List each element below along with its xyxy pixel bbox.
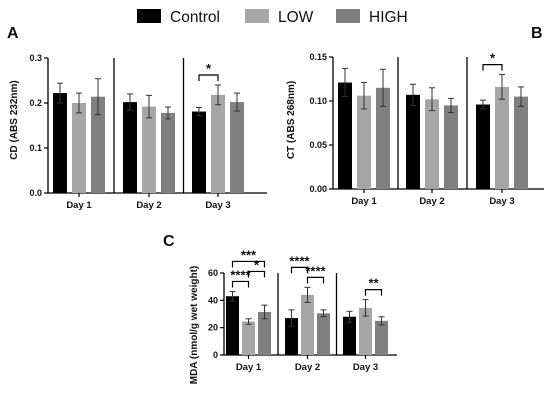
- panel-a-letter: A: [7, 25, 19, 42]
- legend-swatch-high: [336, 9, 360, 23]
- panel-b-category-label: Day 2: [419, 196, 444, 207]
- panel-b-ytick-label: 0.00: [309, 184, 327, 194]
- panel-b-bar-high: [514, 96, 528, 189]
- panel-c-letter: C: [163, 233, 175, 250]
- legend-label-high: HIGH: [369, 9, 408, 26]
- panel-c-bar-control: [285, 318, 298, 355]
- panel-b-category-label: Day 3: [489, 196, 514, 207]
- legend-label-low: LOW: [278, 9, 314, 26]
- panel-a-bar-control: [192, 111, 206, 193]
- panel-c-ytick-label: 60: [208, 268, 218, 278]
- panel-a-ytick-label: 0.2: [29, 98, 42, 108]
- panel-b-significance-bracket: [482, 63, 503, 71]
- panel-c-significance-label: ****: [230, 267, 251, 282]
- panel-a-ytick-label: 0.3: [29, 53, 42, 63]
- legend: Control LOW HIGH: [137, 9, 408, 26]
- panel-a-bar-high: [91, 96, 105, 193]
- panel-b-letter: B: [531, 25, 543, 42]
- panel-b-bar-low: [357, 95, 371, 189]
- panel-c-ytick-label: 0: [213, 350, 218, 360]
- panel-c-bar-control: [226, 296, 239, 355]
- panel-c-significance-bracket: [247, 270, 266, 278]
- panel-a-bar-high: [230, 102, 244, 193]
- panel-a: A CD (ABS 232nm) 0.0 0.1 0.2 0.3 Day 1 Day 2 D…: [7, 25, 267, 211]
- panel-b-ytick-label: 0.10: [309, 96, 327, 106]
- panel-b-ylabel: CT (ABS 268nm): [286, 81, 297, 159]
- panel-a-bar-control: [123, 102, 137, 193]
- panel-a-ytick-label: 0.0: [29, 188, 42, 198]
- panel-a-bar-low: [211, 94, 225, 193]
- panel-a-category-label: Day 3: [205, 200, 230, 211]
- panel-c-significance-label: ***: [241, 247, 257, 262]
- panel-a-category-label: Day 2: [136, 200, 161, 211]
- panel-c: C MDA (nmol/g wet weight) 0 20 40 60 Day 1 Da…: [163, 233, 397, 384]
- panel-c-ylabel: MDA (nmol/g wet weight): [189, 266, 200, 385]
- panel-b-ytick-label: 0.15: [309, 52, 327, 62]
- panel-c-category-label: Day 2: [295, 362, 320, 373]
- panel-c-category-label: Day 3: [353, 362, 378, 373]
- panel-b-bar-high: [376, 87, 390, 189]
- legend-label-control: Control: [170, 9, 220, 26]
- panel-a-significance-label: *: [206, 61, 212, 76]
- panel-a-significance-bracket: [198, 74, 219, 81]
- legend-swatch-low: [245, 9, 269, 23]
- panel-a-category-label: Day 1: [66, 200, 92, 211]
- legend-swatch-control: [137, 9, 161, 23]
- panel-c-bar-high: [375, 320, 388, 355]
- panel-c-bar-low: [242, 321, 255, 355]
- panel-c-significance-label: *: [254, 257, 260, 272]
- panel-c-significance-label: ****: [305, 263, 326, 278]
- panel-c-bar-high: [317, 313, 330, 355]
- panel-c-significance-bracket: [306, 276, 325, 284]
- panel-a-ylabel: CD (ABS 232nm): [9, 80, 20, 159]
- panel-c-significance-bracket: [231, 260, 266, 268]
- panel-a-bar-low: [72, 103, 86, 193]
- panel-b-bar-low: [495, 86, 509, 189]
- panel-c-category-label: Day 1: [236, 362, 262, 373]
- panel-b: B CT (ABS 268nm) 0.00 0.05 0.10 0.15 Day 1 Da…: [286, 25, 544, 207]
- panel-c-significance-label: ****: [289, 253, 310, 268]
- panel-c-bar-low: [359, 307, 372, 355]
- panel-b-bar-control: [476, 104, 490, 189]
- panel-b-bar-control: [406, 94, 420, 189]
- panel-c-ytick-label: 40: [208, 295, 218, 305]
- panel-b-bar-low: [425, 99, 439, 189]
- panel-c-significance-bracket: [290, 266, 309, 274]
- panel-a-bar-low: [142, 106, 156, 193]
- panel-a-ytick-label: 0.1: [29, 143, 42, 153]
- panel-b-bar-high: [444, 105, 458, 189]
- panel-c-bar-low: [301, 294, 314, 355]
- panel-b-category-label: Day 1: [351, 196, 377, 207]
- panel-c-significance-bracket: [231, 280, 250, 288]
- panel-c-significance-bracket: [364, 289, 383, 296]
- panel-b-significance-label: *: [490, 51, 496, 66]
- panel-b-ytick-label: 0.05: [309, 140, 327, 150]
- panel-b-bar-control: [338, 82, 352, 189]
- panel-a-bar-high: [161, 112, 175, 193]
- panel-c-bar-high: [258, 311, 271, 355]
- panel-c-ytick-label: 20: [208, 323, 218, 333]
- panel-a-bar-control: [53, 93, 67, 193]
- panel-c-significance-label: **: [368, 276, 379, 291]
- panel-c-bar-control: [343, 316, 356, 355]
